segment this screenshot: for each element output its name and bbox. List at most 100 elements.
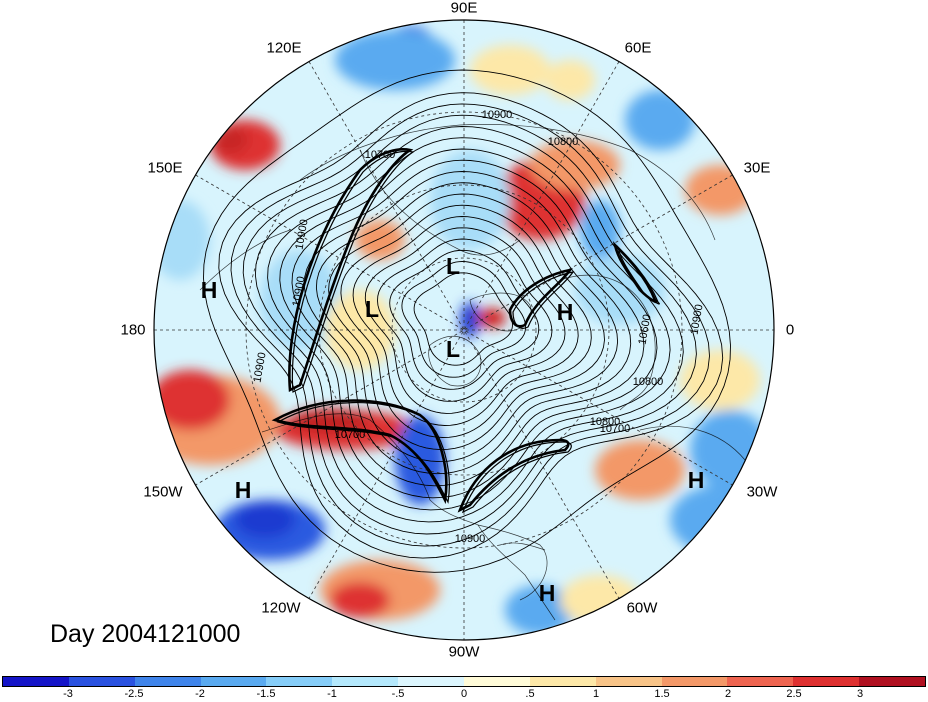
high-pressure-label: H <box>539 580 556 606</box>
anomaly-blob <box>154 200 210 280</box>
colorbar-segment <box>3 677 69 686</box>
lon-label-150w: 150W <box>143 483 183 501</box>
colorbar-segment <box>661 677 728 686</box>
height-contour <box>291 159 645 487</box>
height-contour <box>352 216 579 426</box>
coast-aleutians <box>199 229 291 291</box>
jet-streak-contour <box>508 268 573 328</box>
jet-streak-contour <box>461 441 572 514</box>
colorbar-tick-label: -3 <box>63 688 73 700</box>
lon-label-60w: 60W <box>626 599 658 617</box>
colorbar-segment <box>68 677 135 686</box>
contour-value-label: 10700 <box>365 149 396 161</box>
colorbar-segment <box>595 677 662 686</box>
anomaly-blob <box>212 126 248 154</box>
colorbar <box>2 676 926 687</box>
height-contour <box>254 126 684 523</box>
meridian-line <box>195 174 733 486</box>
jet-streak-contour <box>291 150 415 393</box>
anomaly-blob <box>470 45 550 95</box>
anomaly-blob <box>625 90 695 150</box>
colorbar-segment <box>464 677 530 686</box>
lon-label-60e: 60E <box>624 39 652 57</box>
contour-value-label: 10900 <box>482 109 513 121</box>
contour-value-label: 10600 <box>636 313 653 345</box>
contour-value-label: 10800 <box>590 416 621 428</box>
colorbar-tick-label: .5 <box>525 688 535 700</box>
colorbar-tick-label: -2 <box>195 688 205 700</box>
pressure-center-labels: H H H H H L L L <box>201 253 705 606</box>
colorbar-tick-label: -2.5 <box>124 688 144 700</box>
low-pressure-label: L <box>365 296 379 322</box>
colorbar-segment <box>332 677 399 686</box>
colorbar-tick-label: 2.5 <box>786 688 802 700</box>
lon-label-120w: 120W <box>261 599 301 617</box>
colorbar-segment <box>727 677 794 686</box>
height-contour <box>315 182 619 463</box>
anomaly-blob <box>680 350 760 410</box>
colorbar-segment <box>529 677 596 686</box>
lon-label-30e: 30E <box>743 159 771 177</box>
lon-label-120e: 120E <box>266 39 302 57</box>
contour-value-label: 10900 <box>293 218 310 250</box>
jet-streak-contour <box>617 245 660 305</box>
meridian-line <box>195 174 733 486</box>
low-pressure-label: L <box>446 336 460 362</box>
colorbar-segment <box>200 677 267 686</box>
anomaly-blob <box>430 150 510 250</box>
anomaly-blob <box>505 585 575 635</box>
colorbar-tick-label: 1.5 <box>654 688 670 700</box>
latitude-circle <box>245 111 683 549</box>
colorbar-segment <box>266 677 333 686</box>
jet-streak-contour <box>271 399 448 505</box>
colorbar-tick-label: -1.5 <box>256 688 276 700</box>
latitude-circle <box>391 257 537 403</box>
lon-label-0: 0 <box>785 321 795 339</box>
height-contour <box>413 272 513 366</box>
high-pressure-label: H <box>688 467 705 493</box>
coast-asia <box>299 124 716 241</box>
height-contour <box>218 92 724 559</box>
height-contours <box>203 69 731 573</box>
height-contour <box>377 238 553 402</box>
contour-value-label: 10900 <box>455 533 486 545</box>
anomaly-blob <box>330 582 390 618</box>
anomaly-blob <box>235 502 295 538</box>
height-contour <box>303 171 632 475</box>
jet-streak-contour <box>512 271 575 329</box>
contour-value-label: 10700 <box>600 423 631 435</box>
contour-value-label: 10800 <box>548 136 579 148</box>
lon-label-150e: 150E <box>147 159 183 177</box>
jet-streak-contour <box>288 148 414 393</box>
contour-value-label: 10700 <box>335 429 366 441</box>
colorbar-tick-label: -1 <box>327 688 337 700</box>
lon-label-30w: 30W <box>746 483 778 501</box>
height-contour <box>279 148 658 499</box>
anomaly-blob <box>355 220 405 260</box>
height-contour <box>364 227 566 414</box>
high-pressure-label: H <box>557 299 574 325</box>
height-contour <box>389 249 540 390</box>
colorbar-segment <box>793 677 860 686</box>
anomaly-blob <box>545 60 595 100</box>
coast-europe <box>559 274 656 411</box>
contour-value-label: 10900 <box>688 303 705 335</box>
height-contour <box>267 137 671 511</box>
colorbar-tick-label: 3 <box>856 688 864 700</box>
lon-label-180: 180 <box>120 321 146 339</box>
low-pressure-label: L <box>446 253 460 279</box>
contour-value-label: 10800 <box>633 376 664 388</box>
anomaly-blob <box>154 370 230 430</box>
height-contour <box>230 103 710 547</box>
high-pressure-label: H <box>235 477 252 503</box>
latitude-circle <box>318 184 610 476</box>
colorbar-tick-label: 2 <box>724 688 732 700</box>
contour-value-label: 10900 <box>251 351 268 383</box>
anomaly-blob <box>478 308 506 328</box>
colorbar-segment <box>134 677 201 686</box>
map-boundary <box>153 19 775 641</box>
lon-label-90e: 90E <box>450 0 478 17</box>
lon-label-90w: 90W <box>448 643 480 661</box>
